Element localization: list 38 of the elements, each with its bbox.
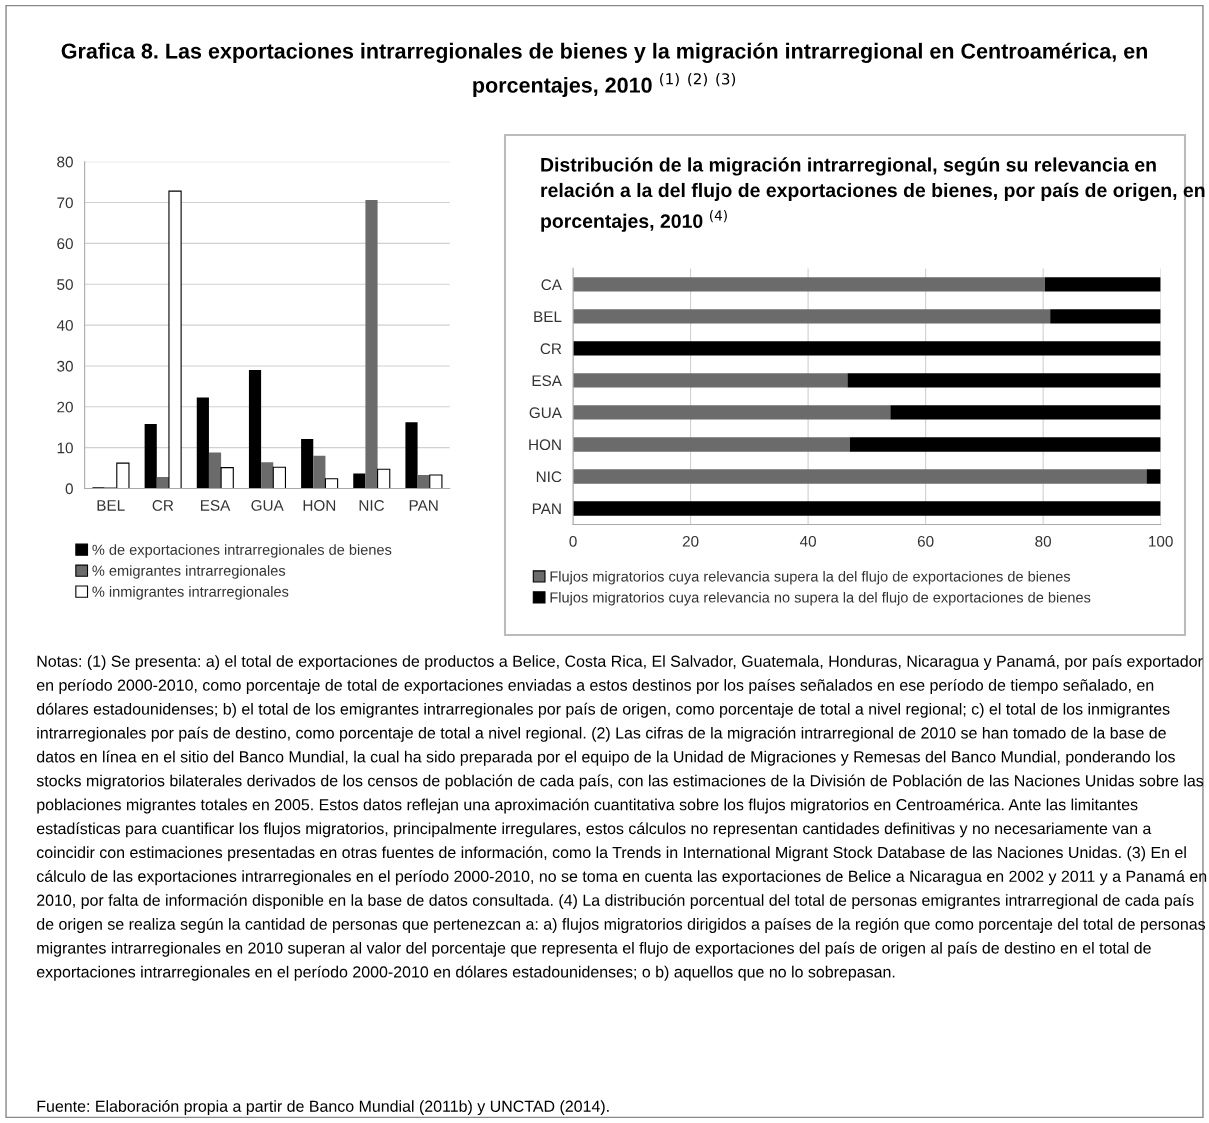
y-tick-label: 70	[57, 197, 73, 209]
x-tick-label: GUA	[251, 500, 284, 511]
y-tick-label: ESA	[532, 375, 562, 387]
legend-label: % inmigrantes intrarregionales	[92, 586, 289, 600]
text: Grafica 8. Las exportaciones intrarregionales de bienes y la migración intrarregional en Centroamérica, en porcentajes, 2010 $^{(1) (2) (3)}$	[61, 42, 1147, 98]
y-tick-label: 0	[65, 483, 73, 495]
y-tick-label: HON	[529, 439, 561, 451]
x-tick-label: 60	[917, 535, 934, 547]
y-tick-label: 50	[57, 279, 73, 290]
x-tick-label: 100	[1149, 535, 1173, 547]
y-tick-label: NIC	[536, 471, 562, 483]
y-tick-label: GUA	[529, 407, 562, 419]
x-tick-label: ESA	[201, 500, 231, 511]
legend-label: Flujos migratorios cuya relevancia supera la del flujo de exportaciones de bienes	[550, 570, 1071, 585]
chart-title: Distribución de la migración intrarregional, según su relevancia en relación a la del flujo de exportaciones de bienes, por país de origen, en porcentajes, 2010 $^{(4)}$	[541, 157, 1205, 232]
x-tick-label: 20	[682, 535, 699, 547]
source-note: Fuente: Elaboración propia a partir de Banco Mundial (2011b) y UNCTAD (2014).	[37, 1100, 609, 1116]
legend-label: Flujos migratorios cuya relevancia no supera la del flujo de exportaciones de bienes	[550, 591, 1091, 606]
x-tick-label: 0	[569, 535, 577, 547]
x-tick-label: BEL	[97, 500, 125, 511]
y-tick-label: 40	[56, 319, 73, 331]
y-tick-label: 80	[57, 156, 73, 168]
y-tick-label: 10	[57, 442, 73, 454]
y-tick-label: CR	[540, 343, 562, 355]
y-tick-label: CA	[541, 279, 562, 291]
legend-label: % emigrantes intrarregionales	[92, 565, 286, 579]
x-tick-label: HON	[303, 500, 336, 511]
y-tick-label: 60	[57, 238, 73, 250]
y-tick-label: 20	[57, 401, 73, 413]
text: Notas: (1) Se presenta: a) el total de exportaciones de productos a Belice, Costa Rica, El Salvador, Guatemala, Honduras, Nicaragua y Panamá, por país exportador en período 2000-2010, como porcentaje de total de exportaciones enviadas a estos destinos por los países señalados en ese período de tiempo señalado, en dólares estadounidenses; b) el total de los emigrantes intrarregionales por país de origen, como porcentaje de total a nivel regional; c) el total de los inmigrantes intrarregionales por país de destino, como porcentaje de total a nivel regional. (2) Las cifras de la migración intrarregional de 2010 se han tomado de la base de datos en línea en el sitio del Banco Mundial, la cual ha sido preparada por el equipo de la Unidad de Migraciones y Remesas del Banco Mundial, ponderando los stocks migratorios bilaterales derivados de los censos de población de cada país, con las estimaciones de la División de Población de las Naciones Unidas sobre las poblaciones migrantes totales en 2005. Estos datos reflejan una aproximación cuantitativa sobre los flujos migratorios en Centroamérica. Ante las limitantes estadísticas para cuantificar los flujos migratorios, principalmente irregulares, estos cálculos no representan cantidades definitivas y no necesariamente van a coincidir con estimaciones presentadas en otras fuentes de información, como la Trends in International Migrant Stock Database de las Naciones Unidas. (3) En el cálculo de las exportaciones intrarregionales en el período 2000-2010, no se toma en cuenta las exportaciones de Belice a Nicaragua en 2002 y 2011 y a Panamá en 2010, por falta de información disponible en la base de datos consultada. (4) La distribución porcentual del total de personas emigrantes intrarregional de cada país de origen se realiza según la cantidad de personas que pertenezcan a: a) flujos migratorios dirigidos a países de la región que como porcentaje del total de personas migrantes intrarregionales en 2010 superan al valor del porcentaje que representa el flujo de exportaciones del país de origen al país de destino en el total de exportaciones intrarregionales en el período 2000-2010 en dólares estadounidenses; o b) aquellos que no lo sobrepasan.	[36, 655, 1207, 981]
x-tick-label: PAN	[409, 500, 438, 511]
x-tick-label: 80	[1035, 535, 1052, 547]
y-tick-label: BEL	[534, 311, 562, 322]
y-tick-label: 30	[57, 360, 73, 372]
x-tick-label: NIC	[359, 500, 385, 511]
legend-label: % de exportaciones intrarregionales de bienes	[92, 544, 392, 558]
x-tick-label: CR	[152, 500, 174, 511]
x-tick-label: 40	[799, 535, 816, 547]
